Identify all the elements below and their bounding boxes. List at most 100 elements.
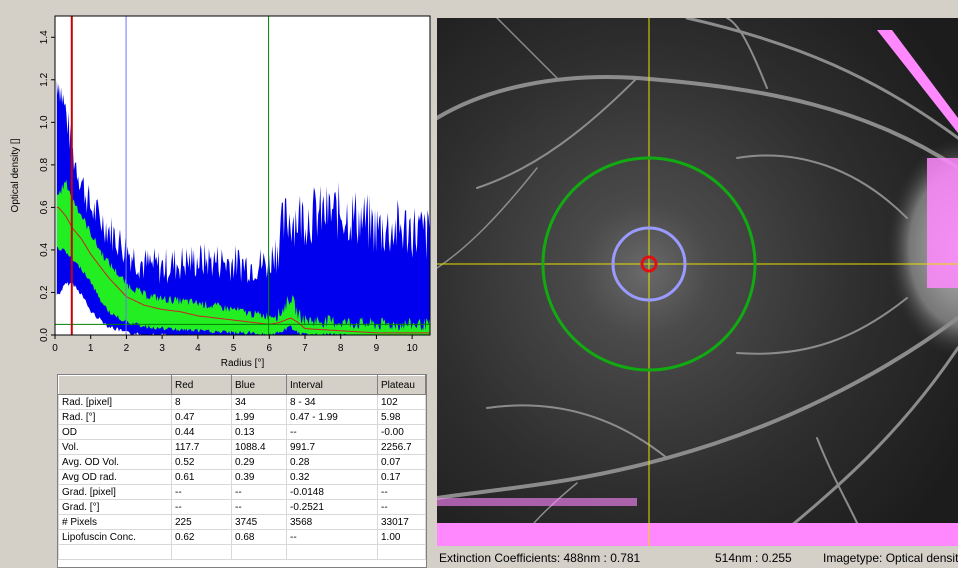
plot-frame <box>54 15 431 336</box>
x-tick-label: 8 <box>338 343 344 354</box>
column-header-blue[interactable]: Blue <box>231 375 287 395</box>
table-cell: 0.68 <box>231 529 287 545</box>
table-row[interactable]: Vol. 117.7 1088.4 991.7 2256.7 <box>58 439 426 455</box>
column-header-interval[interactable]: Interval <box>286 375 378 395</box>
column-header[interactable] <box>58 375 172 395</box>
table-cell: 1.99 <box>231 409 287 425</box>
chart-svg: 0 1 2 3 4 5 6 7 8 9 10 0.0 0.2 0.4 0.6 0.8 1.0 1.2 1.4 Radi… <box>10 15 431 368</box>
blue-series-band <box>56 80 430 335</box>
x-tick-label: 9 <box>374 343 380 354</box>
row-label: Rad. [°] <box>58 409 172 425</box>
x-tick-label: 2 <box>124 343 130 354</box>
table-cell: -0.00 <box>377 424 426 440</box>
y-tick-label: 1.4 <box>39 30 50 44</box>
table-cell: -- <box>286 424 378 440</box>
table-cell: 2256.7 <box>377 439 426 455</box>
red-mean-series <box>56 206 430 334</box>
y-tick-label: 0.8 <box>39 157 50 171</box>
row-label: Vol. <box>58 439 172 455</box>
table-cell: 1088.4 <box>231 439 287 455</box>
table-row[interactable]: Grad. [°] -- -- -0.2521 -- <box>58 499 426 515</box>
row-label: Lipofuscin Conc. <box>58 529 172 545</box>
table-cell: 8 - 34 <box>286 394 378 410</box>
y-tick-label: 1.0 <box>39 115 50 129</box>
row-label: Grad. [pixel] <box>58 484 172 500</box>
table-cell: 0.52 <box>171 454 232 470</box>
table-cell: 0.17 <box>377 469 426 485</box>
y-tick-label: 0.4 <box>39 243 50 257</box>
middle-ring-blue <box>611 226 687 302</box>
x-tick-label: 3 <box>159 343 165 354</box>
table-cell: 0.61 <box>171 469 232 485</box>
x-axis-title: Radius [°] <box>221 358 265 368</box>
column-header-plateau[interactable]: Plateau <box>377 375 426 395</box>
x-tick-label: 10 <box>407 343 419 354</box>
table-cell: 0.39 <box>231 469 287 485</box>
table-row[interactable]: Avg. OD Vol. 0.52 0.29 0.28 0.07 <box>58 454 426 470</box>
table-cell: 0.47 <box>171 409 232 425</box>
y-axis-title: Optical density [] <box>10 138 21 212</box>
extinction-coefficient-514: 514nm : 0.255 <box>715 551 792 565</box>
row-label: Rad. [pixel] <box>58 394 172 410</box>
fundus-image[interactable] <box>437 18 958 546</box>
table-row[interactable]: Rad. [pixel] 8 34 8 - 34 102 <box>58 394 426 410</box>
table-cell: 117.7 <box>171 439 232 455</box>
table-cell: -- <box>286 529 378 545</box>
table-cell: 0.32 <box>286 469 378 485</box>
optical-density-chart: 0 1 2 3 4 5 6 7 8 9 10 0.0 0.2 0.4 0.6 0.8 1.0 1.2 1.4 Radi… <box>8 8 432 368</box>
table-cell: 0.13 <box>231 424 287 440</box>
table-cell <box>231 544 287 560</box>
x-tick-label: 0 <box>52 343 58 354</box>
table-cell: -- <box>377 484 426 500</box>
table-body: Rad. [pixel] 8 34 8 - 34 102 Rad. [°] 0.47 1.99… <box>58 394 426 560</box>
x-tick-label: 5 <box>231 343 237 354</box>
table-cell: 3745 <box>231 514 287 530</box>
table-cell: 0.28 <box>286 454 378 470</box>
table-cell: 0.07 <box>377 454 426 470</box>
x-tick-label: 7 <box>302 343 308 354</box>
table-row-empty <box>58 544 426 560</box>
row-label: Grad. [°] <box>58 499 172 515</box>
table-cell <box>171 544 232 560</box>
table-cell: 33017 <box>377 514 426 530</box>
column-header-red[interactable]: Red <box>171 375 232 395</box>
y-tick-label: 0.6 <box>39 200 50 214</box>
analysis-panel: 0 1 2 3 4 5 6 7 8 9 10 0.0 0.2 0.4 0.6 0.8 1.0 1.2 1.4 Radi… <box>0 0 432 568</box>
table-cell: 0.29 <box>231 454 287 470</box>
fundus-background <box>437 18 958 546</box>
table-cell: 991.7 <box>286 439 378 455</box>
y-tick-label: 0.0 <box>39 328 50 342</box>
table-row[interactable]: Grad. [pixel] -- -- -0.0148 -- <box>58 484 426 500</box>
table-cell <box>377 544 426 560</box>
fundus-image-panel[interactable] <box>437 18 958 546</box>
table-cell: 1.00 <box>377 529 426 545</box>
table-cell: 5.98 <box>377 409 426 425</box>
retinal-vessels <box>437 18 958 546</box>
table-row[interactable]: OD 0.44 0.13 -- -0.00 <box>58 424 426 440</box>
table-cell: -- <box>231 499 287 515</box>
table-cell: 8 <box>171 394 232 410</box>
table-cell: 0.62 <box>171 529 232 545</box>
table-row[interactable]: Rad. [°] 0.47 1.99 0.47 - 1.99 5.98 <box>58 409 426 425</box>
row-label: OD <box>58 424 172 440</box>
table-cell: -- <box>231 484 287 500</box>
table-cell <box>286 544 378 560</box>
x-tick-label: 4 <box>195 343 201 354</box>
table-cell: -- <box>171 484 232 500</box>
crosshair <box>437 18 958 546</box>
table-header-row: Red Blue Interval Plateau <box>58 375 426 395</box>
row-label: # Pixels <box>58 514 172 530</box>
inner-ring-red <box>640 255 658 273</box>
table-cell: 102 <box>377 394 426 410</box>
results-table: Red Blue Interval Plateau Rad. [pixel] 8 3… <box>57 374 427 568</box>
table-row[interactable]: Lipofuscin Conc. 0.62 0.68 -- 1.00 <box>58 529 426 545</box>
extinction-coefficients-488: Extinction Coefficients: 488nm : 0.781 <box>439 551 641 565</box>
y-tick-label: 0.2 <box>39 285 50 299</box>
outer-ring-green <box>541 156 757 372</box>
status-bar: Extinction Coefficients: 488nm : 0.781 5… <box>437 548 958 568</box>
table-row[interactable]: Avg OD rad. 0.61 0.39 0.32 0.17 <box>58 469 426 485</box>
pink-artifacts <box>437 30 958 546</box>
table-row[interactable]: # Pixels 225 3745 3568 33017 <box>58 514 426 530</box>
table-cell: 3568 <box>286 514 378 530</box>
